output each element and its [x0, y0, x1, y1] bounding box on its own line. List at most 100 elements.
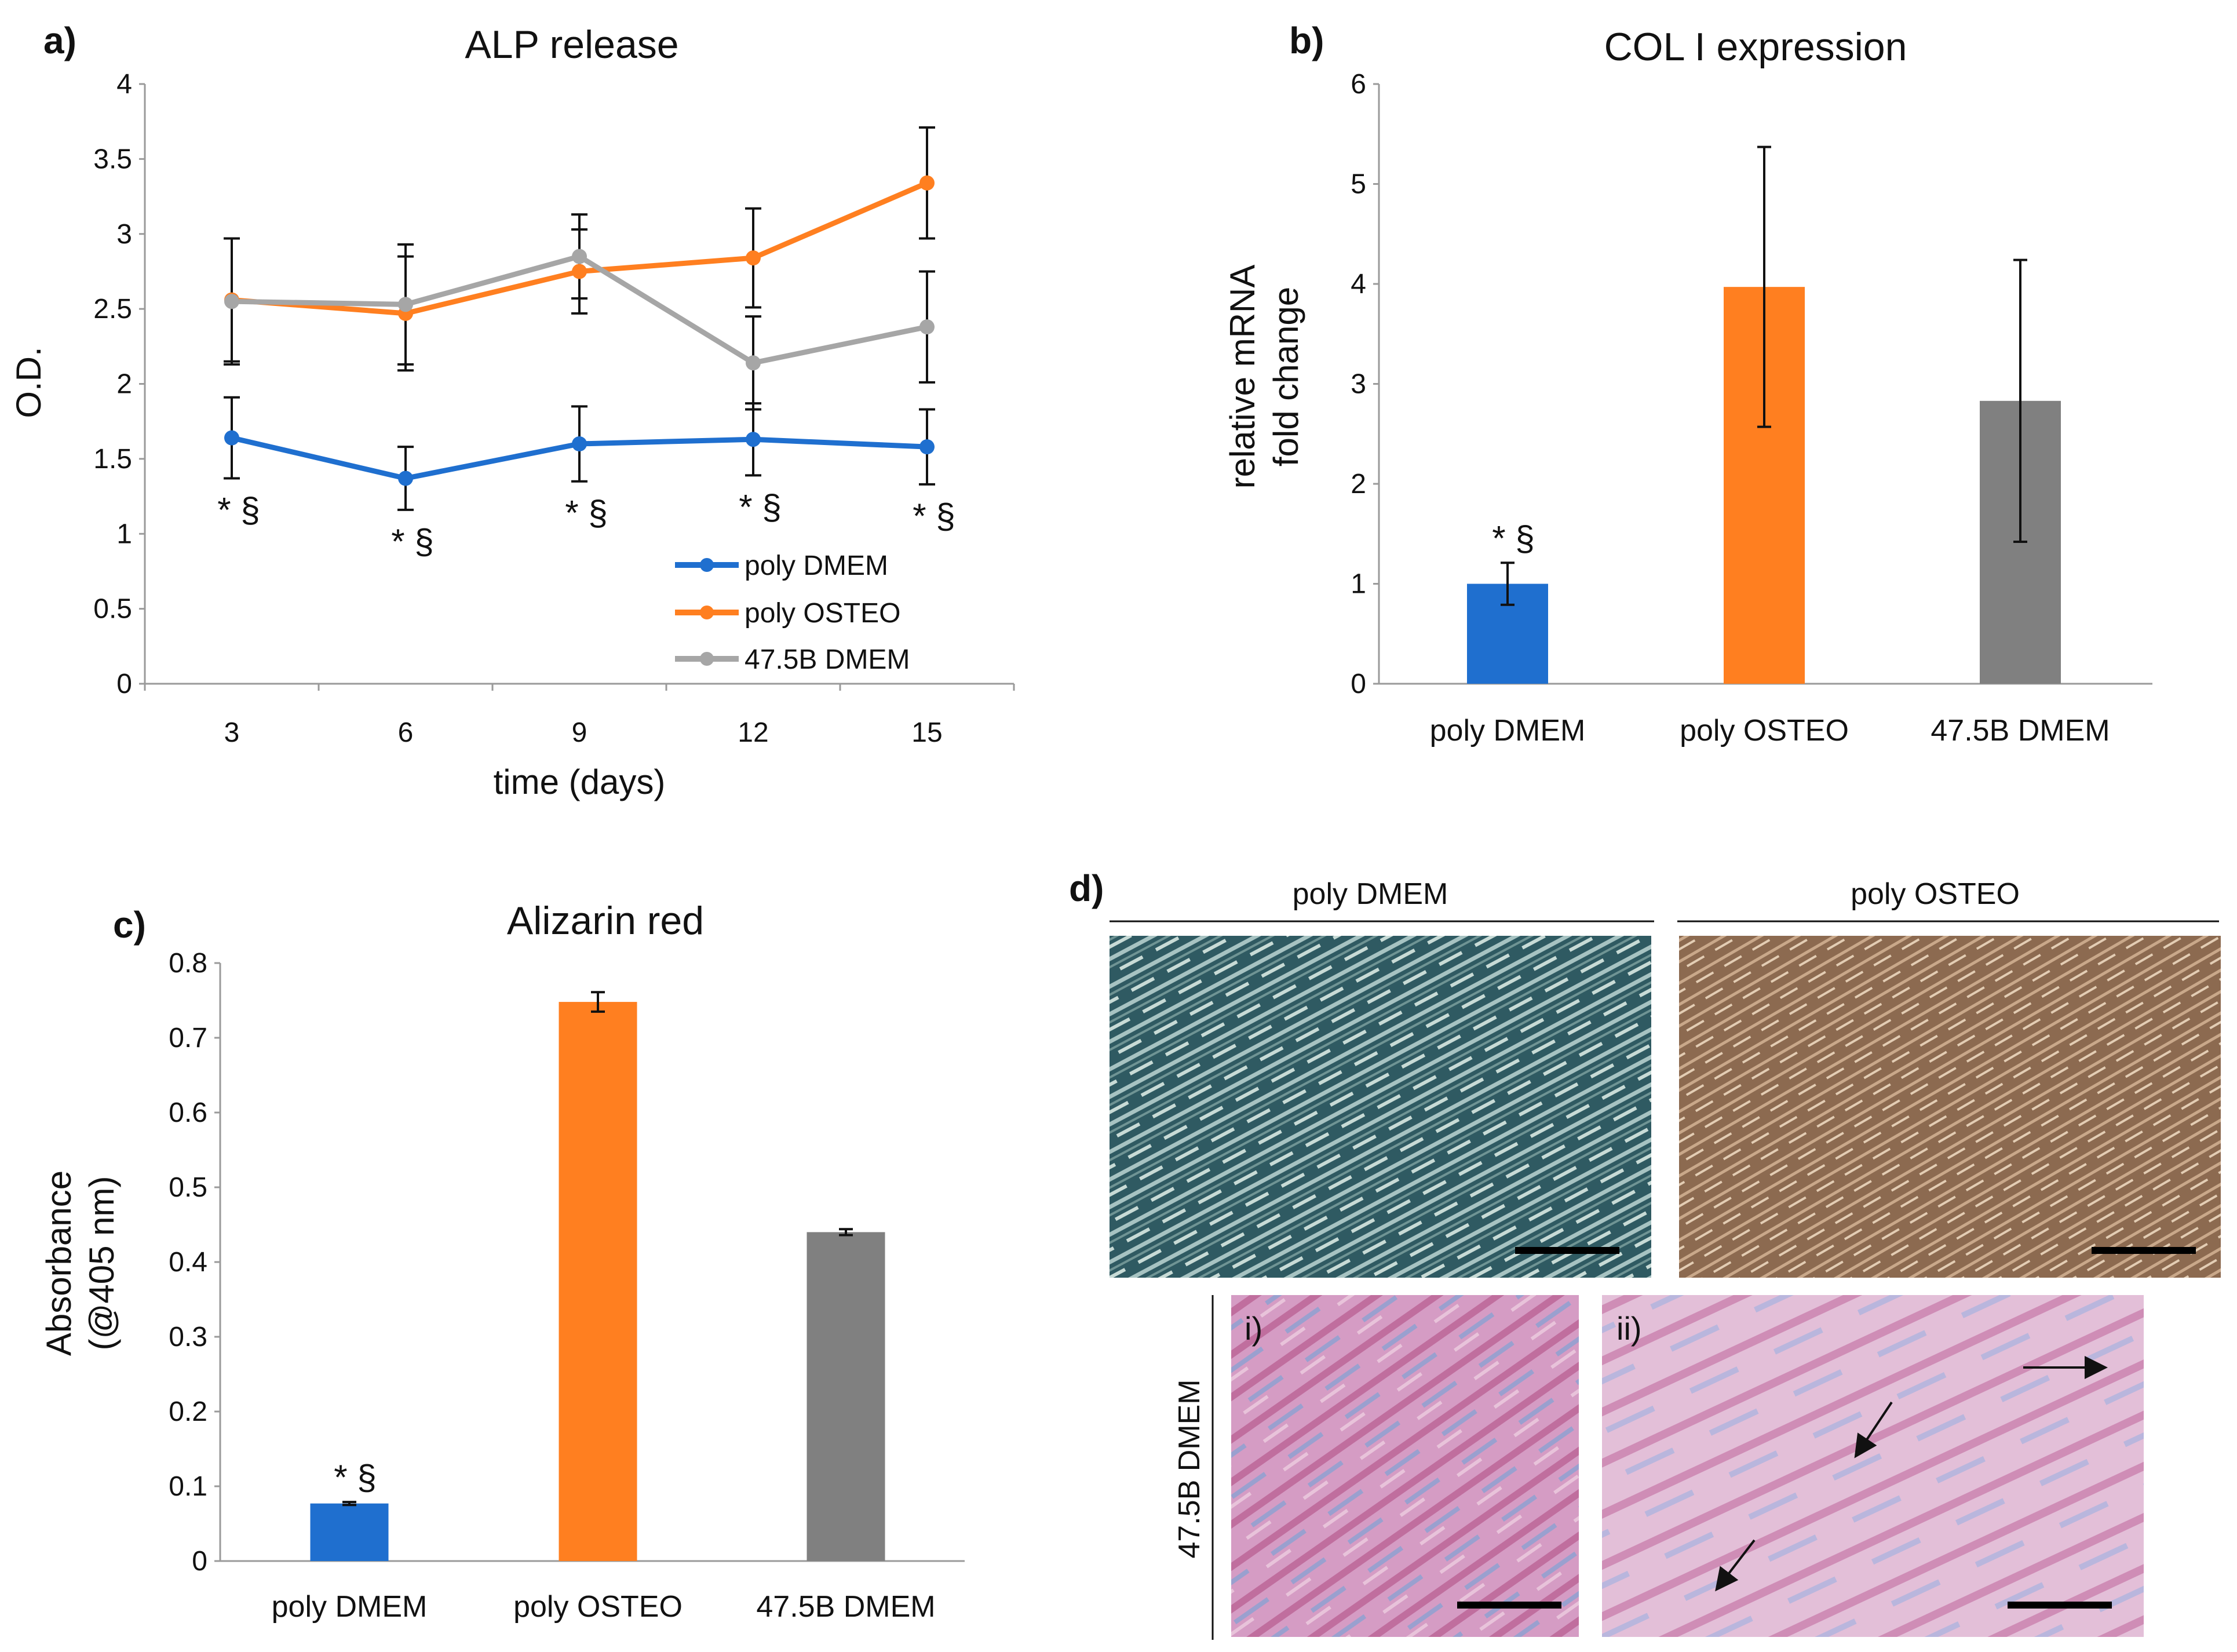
micrograph-47-5b-ii-image — [1602, 1295, 2144, 1637]
panel-a-point-poly-dmem — [224, 430, 239, 446]
panel-a-point-poly-osteo — [572, 264, 587, 279]
panel-b-category-47-5b-dmem: 47.5B DMEM — [1931, 714, 2110, 747]
panel-b-y-ticks: 0 1 2 3 4 5 6 — [1351, 69, 1379, 699]
panel-b-y-tick-label: 2 — [1351, 469, 1366, 499]
panel-a-point-47-5b-dmem — [919, 319, 935, 335]
panel-c-y-tick-label: 0.5 — [169, 1172, 207, 1203]
panel-d-micrographs: d) poly DMEM poly OSTEO 47.5B DMEM i) ii… — [1069, 867, 2221, 1640]
panel-b-error-bars — [1501, 145, 2027, 606]
panel-b-y-tick-label: 4 — [1351, 269, 1366, 300]
panel-a-point-poly-osteo — [746, 250, 761, 266]
micrograph-47-5b-i-image — [1231, 1295, 1579, 1637]
panel-b-categories: poly DMEM poly OSTEO 47.5B DMEM — [1430, 714, 2110, 747]
panel-a-significance-mark: * § — [565, 494, 607, 533]
panel-a-y-tick-label: 0 — [116, 669, 132, 699]
panel-a-points — [224, 175, 935, 486]
legend-marker-47-5b-dmem — [700, 652, 714, 666]
panel-a-point-47-5b-dmem — [572, 249, 587, 264]
panel-a-significance: * § * § * § * § * § — [217, 487, 955, 561]
panel-c-y-label-line2: (@405 nm) — [82, 1176, 121, 1351]
panel-a-point-poly-dmem — [398, 471, 413, 486]
panel-c-y-ticks: 0 0.1 0.2 0.3 0.4 0.5 0.6 0.7 0.8 — [169, 948, 220, 1577]
panel-c-label: c) — [113, 904, 146, 946]
panel-b-significance: * § — [1492, 519, 1534, 557]
panel-c-title: Alizarin red — [507, 899, 704, 943]
panel-a-line-chart: a) ALP release 0 0.5 1 1.5 2 2.5 3 3.5 4 3 6 9 12 15… — [9, 20, 1015, 801]
panel-c-categories: poly DMEM poly OSTEO 47.5B DMEM — [272, 1590, 936, 1624]
panel-b-y-tick-label: 3 — [1351, 369, 1366, 400]
panel-c-category-47-5b-dmem: 47.5B DMEM — [756, 1590, 935, 1624]
panel-b-y-tick-label: 5 — [1351, 169, 1366, 200]
panel-b-y-tick-label: 1 — [1351, 569, 1366, 600]
panel-b-label: b) — [1289, 20, 1324, 61]
legend-marker-poly-osteo — [700, 606, 714, 619]
panel-c-category-poly-dmem: poly DMEM — [272, 1590, 428, 1624]
legend-text-poly-osteo: poly OSTEO — [745, 598, 900, 629]
panel-c-error-bars — [342, 991, 853, 1507]
panel-c-significance: * § — [334, 1458, 376, 1497]
panel-a-y-label: O.D. — [9, 347, 48, 418]
panel-a-x-tick-label: 9 — [572, 717, 587, 748]
panel-c-y-tick-label: 0.3 — [169, 1322, 207, 1352]
panel-a-point-poly-dmem — [919, 439, 935, 455]
legend-text-poly-dmem: poly DMEM — [745, 550, 888, 581]
panel-a-y-ticks: 0 0.5 1 1.5 2 2.5 3 3.5 4 — [93, 69, 145, 699]
panel-b-title: COL I expression — [1604, 25, 1907, 69]
micrograph-47-5b-i: i) — [1231, 1295, 1579, 1637]
sub-label-i: i) — [1245, 1310, 1262, 1347]
panel-a-error-bars — [224, 126, 935, 511]
panel-b-bar-chart: b) COL I expression 0 1 2 3 4 5 6 relative mRN… — [1223, 20, 2152, 747]
micrograph-poly-dmem-image — [1110, 936, 1651, 1278]
panel-a-y-tick-label: 1 — [116, 519, 132, 549]
panel-a-label: a) — [43, 20, 76, 61]
legend-text-47-5b-dmem: 47.5B DMEM — [745, 644, 910, 675]
panel-c-axes — [219, 963, 965, 1562]
panel-a-significance-mark: * § — [913, 497, 955, 535]
panel-a-y-tick-label: 2 — [116, 369, 132, 400]
side-label-47-5b-dmem: 47.5B DMEM — [1173, 1379, 1206, 1558]
panel-c-bars — [310, 1002, 885, 1561]
panel-c-y-tick-label: 0.4 — [169, 1247, 207, 1278]
header-poly-osteo: poly OSTEO — [1851, 877, 2020, 911]
panel-a-point-poly-dmem — [572, 436, 587, 451]
legend-marker-poly-dmem — [700, 558, 714, 572]
panel-c-bar-poly-dmem — [310, 1503, 389, 1561]
panel-a-y-tick-label: 4 — [116, 69, 132, 100]
panel-a-legend: poly DMEM poly OSTEO 47.5B DMEM — [675, 550, 910, 675]
panel-a-x-ticks: 3 6 9 12 15 — [144, 684, 1015, 748]
panel-d-label: d) — [1069, 867, 1104, 909]
sub-label-ii: ii) — [1616, 1310, 1642, 1347]
arrow-3 — [1715, 1539, 1756, 1592]
panel-a-significance-mark: * § — [217, 491, 260, 530]
panel-a-significance-mark: * § — [739, 487, 781, 526]
panel-c-y-tick-label: 0.1 — [169, 1471, 207, 1502]
panel-c-y-tick-label: 0.6 — [169, 1097, 207, 1128]
panel-a-title: ALP release — [465, 23, 678, 67]
panel-a-point-47-5b-dmem — [224, 294, 239, 309]
panel-c-y-tick-label: 0.2 — [169, 1396, 207, 1427]
panel-a-axes — [144, 84, 1014, 685]
panel-c-category-poly-osteo: poly OSTEO — [513, 1590, 683, 1624]
arrow-2 — [1854, 1401, 1893, 1458]
panel-c-bar-47-5b-dmem — [807, 1232, 885, 1561]
panel-a-y-tick-label: 3 — [116, 219, 132, 250]
panel-c-y-tick-label: 0.8 — [169, 948, 207, 979]
panel-b-y-label-line1: relative mRNA — [1223, 265, 1262, 489]
panel-a-y-tick-label: 1.5 — [93, 444, 132, 475]
panel-b-category-poly-dmem: poly DMEM — [1430, 714, 1586, 747]
panel-a-x-tick-label: 15 — [911, 717, 942, 748]
panel-c-y-tick-label: 0.7 — [169, 1023, 207, 1053]
panel-b-y-tick-label: 0 — [1351, 669, 1366, 699]
panel-c-y-tick-label: 0 — [192, 1546, 207, 1577]
panel-a-point-poly-osteo — [919, 175, 935, 191]
micrograph-poly-osteo-image — [1679, 936, 2221, 1278]
panel-a-x-label: time (days) — [494, 763, 666, 801]
panel-a-point-47-5b-dmem — [746, 355, 761, 371]
panel-a-y-tick-label: 3.5 — [93, 144, 132, 174]
panel-a-x-tick-label: 12 — [738, 717, 768, 748]
panel-a-point-poly-dmem — [746, 432, 761, 447]
panel-a-significance-mark: * § — [391, 522, 433, 561]
panel-b-y-label-line2: fold change — [1267, 287, 1305, 466]
micrograph-poly-dmem — [1110, 936, 1651, 1278]
